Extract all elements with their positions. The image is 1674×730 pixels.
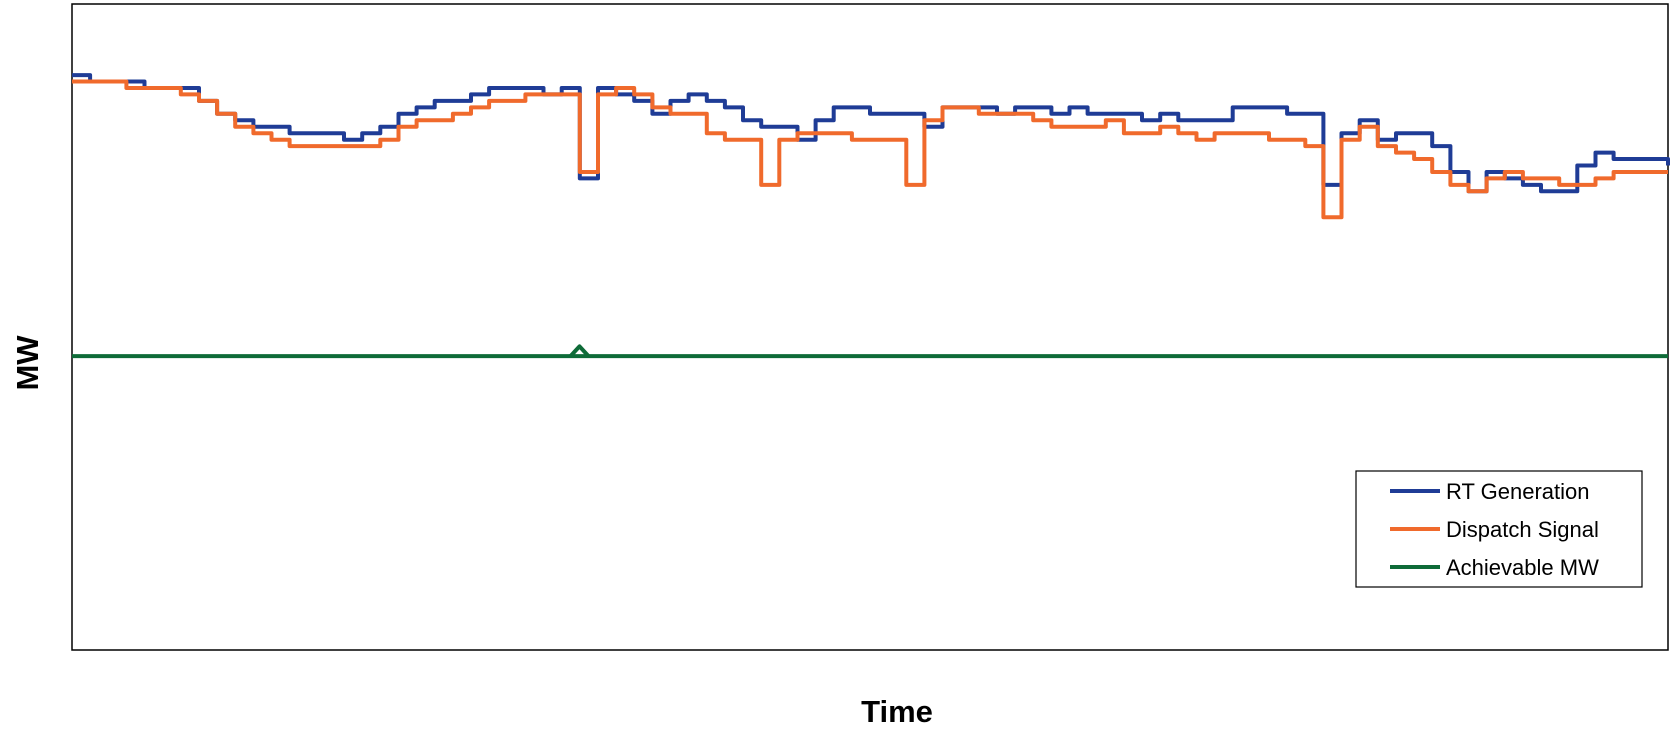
series-layer bbox=[72, 73, 1670, 359]
legend-label-dispatch-signal: Dispatch Signal bbox=[1446, 517, 1599, 542]
series-line-rt-generation bbox=[72, 73, 1670, 194]
y-axis-title: MW bbox=[10, 335, 45, 391]
legend-label-achievable-mw: Achievable MW bbox=[1446, 555, 1599, 580]
legend: RT Generation Dispatch Signal Achievable M… bbox=[1355, 470, 1643, 588]
legend-label-rt-generation: RT Generation bbox=[1446, 479, 1590, 504]
series-line-dispatch-signal bbox=[72, 79, 1668, 220]
series-achievable-mw-bump bbox=[569, 344, 590, 358]
x-axis-title: Time bbox=[861, 694, 933, 729]
